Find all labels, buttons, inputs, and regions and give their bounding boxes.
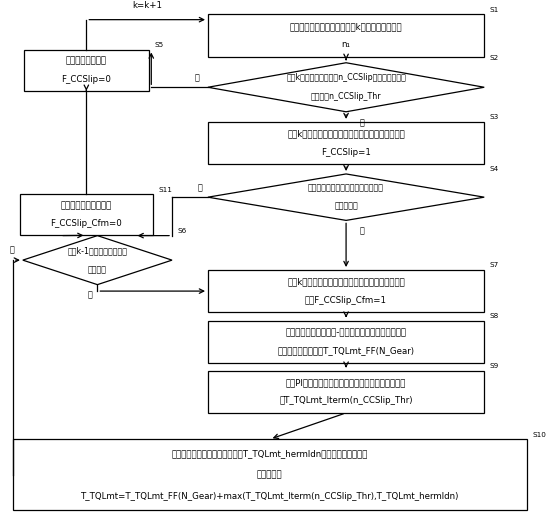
Text: S8: S8 xyxy=(490,313,499,319)
Text: T_TQLmt=T_TQLmt_FF(N_Gear)+max(T_TQLmt_Iterm(n_CCSlip_Thr),T_TQLmt_hermldn): T_TQLmt=T_TQLmt_FF(N_Gear)+max(T_TQLmt_I… xyxy=(81,492,459,501)
Text: F_CCSlip_Cfm=0: F_CCSlip_Cfm=0 xyxy=(50,219,122,228)
Text: F_CCSlip=0: F_CCSlip=0 xyxy=(61,75,111,84)
Text: S3: S3 xyxy=(490,114,499,121)
Text: 离合器滑摳标志位: 离合器滑摳标志位 xyxy=(66,57,107,66)
Bar xyxy=(208,370,484,413)
Text: 确定k时刻离合器处于滑摳状态，离合器滑摳确认标: 确定k时刻离合器处于滑摳状态，离合器滑摳确认标 xyxy=(287,277,405,287)
Bar xyxy=(208,270,484,312)
Text: F_CCSlip=1: F_CCSlip=1 xyxy=(321,148,371,157)
Text: 是: 是 xyxy=(360,226,365,236)
Text: 离合器滑摳确认标志位: 离合器滑摳确认标志位 xyxy=(61,201,112,210)
Bar xyxy=(208,122,484,164)
Text: 判断k时刻的离合器滑摳n_CCSlip是否超出离合器: 判断k时刻的离合器滑摳n_CCSlip是否超出离合器 xyxy=(286,73,406,82)
Text: S2: S2 xyxy=(490,55,499,61)
Text: 摳确认时间: 摳确认时间 xyxy=(334,202,358,211)
Text: 在固定挡位行驶过程中，检测k时刻的离合器滑摳: 在固定挡位行驶过程中，检测k时刻的离合器滑摳 xyxy=(290,22,402,31)
Text: 否为滑摳: 否为滑摳 xyxy=(88,265,107,274)
Bar xyxy=(13,439,527,510)
Text: 利用PI控制器计算基于目标滑摳的闭环限制转矩计算: 利用PI控制器计算基于目标滑摳的闭环限制转矩计算 xyxy=(286,378,406,387)
Text: S10: S10 xyxy=(532,432,546,438)
Text: 否: 否 xyxy=(195,73,199,82)
Text: S6: S6 xyxy=(177,228,187,234)
Text: 判断k-1时刻离合器状态是: 判断k-1时刻离合器状态是 xyxy=(68,246,127,255)
Text: 判断离合器滑摳持续时间是否超过滑: 判断离合器滑摳持续时间是否超过滑 xyxy=(308,184,384,193)
Text: 设定发动机闭环最大限制转矩为T_TQLmt_hermldn，则发动机转矩最终: 设定发动机闭环最大限制转矩为T_TQLmt_hermldn，则发动机转矩最终 xyxy=(172,449,368,458)
Text: 确定k时刻离合器处于滑摳状态，离合器滑摳标志位: 确定k时刻离合器处于滑摳状态，离合器滑摳标志位 xyxy=(287,129,405,138)
Text: 否: 否 xyxy=(10,245,14,254)
Bar xyxy=(208,321,484,363)
Text: S9: S9 xyxy=(490,363,499,369)
Text: S4: S4 xyxy=(490,167,499,172)
Polygon shape xyxy=(23,236,172,285)
Text: 限制値为：: 限制値为： xyxy=(257,471,283,479)
Text: 是: 是 xyxy=(87,291,92,300)
Text: S7: S7 xyxy=(490,263,499,268)
Text: 滑摳限制n_CCSlip_Thr: 滑摳限制n_CCSlip_Thr xyxy=(311,92,381,101)
Text: k=k+1: k=k+1 xyxy=(132,2,162,10)
Text: S11: S11 xyxy=(158,187,172,192)
Text: S5: S5 xyxy=(154,42,163,48)
Polygon shape xyxy=(208,63,484,112)
Polygon shape xyxy=(208,174,484,221)
Text: 根据预先设定好的挡位-转矩値对应关系表格，查找当: 根据预先设定好的挡位-转矩値对应关系表格，查找当 xyxy=(285,328,407,337)
Text: 値T_TQLmt_Iterm(n_CCSlip_Thr): 値T_TQLmt_Iterm(n_CCSlip_Thr) xyxy=(279,397,413,406)
Text: 志位F_CCSlip_Cfm=1: 志位F_CCSlip_Cfm=1 xyxy=(305,296,387,305)
Text: S1: S1 xyxy=(490,7,499,13)
Bar xyxy=(24,50,148,91)
Bar xyxy=(20,194,153,235)
Text: n₁: n₁ xyxy=(342,40,351,49)
Bar xyxy=(208,15,484,57)
Text: 是: 是 xyxy=(360,118,365,127)
Text: 前挡位对应的转矩値T_TQLmt_FF(N_Gear): 前挡位对应的转矩値T_TQLmt_FF(N_Gear) xyxy=(278,346,414,355)
Text: 否: 否 xyxy=(198,183,202,192)
